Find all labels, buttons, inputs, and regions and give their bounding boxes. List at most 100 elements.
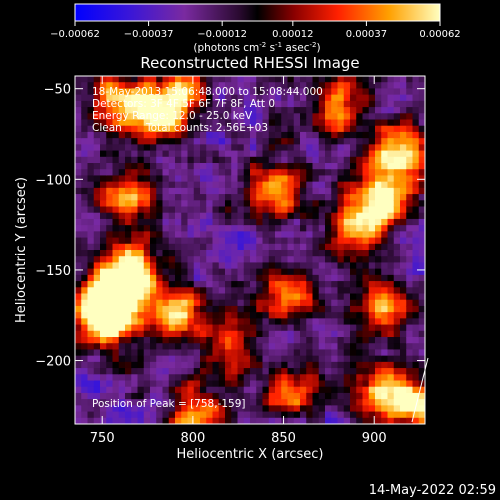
- heatmap-cell: [262, 386, 270, 394]
- heatmap-cell: [331, 88, 339, 96]
- heatmap-cell: [356, 237, 364, 245]
- heatmap-cell: [243, 392, 251, 400]
- heatmap-cell: [306, 125, 314, 133]
- heatmap-cell: [250, 262, 257, 270]
- heatmap-cell: [275, 88, 282, 96]
- heatmap-cell: [418, 368, 425, 375]
- heatmap-cell: [175, 299, 182, 307]
- heatmap-cell: [187, 187, 195, 195]
- heatmap-cell: [362, 206, 370, 214]
- heatmap-cell: [118, 361, 126, 369]
- heatmap-cell: [175, 218, 182, 226]
- heatmap-cell: [125, 144, 132, 152]
- heatmap-cell: [81, 225, 89, 232]
- heatmap-cell: [206, 119, 214, 127]
- heatmap-cell: [375, 169, 382, 177]
- heatmap-cell: [175, 169, 182, 177]
- heatmap-cell: [287, 417, 295, 424]
- heatmap-cell: [75, 206, 82, 214]
- heatmap-cell: [206, 274, 214, 282]
- heatmap-cell: [312, 163, 320, 170]
- heatmap-cell: [412, 212, 420, 220]
- heatmap-cell: [400, 231, 407, 239]
- heatmap-cell: [356, 312, 364, 319]
- heatmap-cell: [193, 225, 201, 232]
- heatmap-cell: [262, 324, 270, 332]
- heatmap-cell: [400, 337, 407, 344]
- heatmap-cell: [331, 144, 339, 152]
- heatmap-cell: [150, 386, 157, 394]
- heatmap-cell: [368, 262, 376, 270]
- heatmap-cell: [231, 287, 239, 295]
- heatmap-cell: [75, 274, 82, 282]
- heatmap-cell: [93, 330, 101, 338]
- heatmap-cell: [243, 374, 251, 382]
- heatmap-cell: [143, 411, 151, 419]
- heatmap-cell: [87, 386, 95, 394]
- heatmap-cell: [368, 250, 376, 257]
- heatmap-cell: [237, 392, 245, 400]
- heatmap-cell: [112, 181, 120, 189]
- heatmap-cell: [212, 268, 220, 276]
- heatmap-cell: [156, 212, 164, 220]
- heatmap-cell: [362, 76, 370, 83]
- heatmap-cell: [212, 374, 220, 382]
- heatmap-cell: [343, 405, 351, 413]
- heatmap-cell: [118, 138, 126, 145]
- heatmap-cell: [237, 318, 245, 326]
- heatmap-cell: [381, 305, 389, 313]
- heatmap-cell: [87, 94, 95, 102]
- heatmap-cell: [412, 144, 420, 152]
- heatmap-cell: [418, 287, 425, 295]
- heatmap-cell: [256, 361, 264, 369]
- heatmap-cell: [256, 324, 264, 332]
- heatmap-cell: [87, 312, 95, 319]
- heatmap-cell: [356, 355, 364, 363]
- heatmap-cell: [212, 169, 220, 177]
- heatmap-cell: [375, 349, 382, 357]
- heatmap-cell: [156, 76, 164, 83]
- heatmap-cell: [106, 76, 114, 83]
- heatmap-cell: [131, 231, 139, 239]
- heatmap-cell: [150, 187, 157, 195]
- heatmap-cell: [156, 293, 164, 301]
- heatmap-cell: [337, 299, 345, 307]
- heatmap-cell: [218, 361, 226, 369]
- heatmap-cell: [412, 113, 420, 121]
- heatmap-cell: [193, 200, 201, 208]
- heatmap-cell: [368, 82, 376, 90]
- heatmap-cell: [318, 386, 326, 394]
- heatmap-cell: [400, 194, 407, 201]
- heatmap-cell: [318, 94, 326, 102]
- heatmap-cell: [162, 82, 170, 90]
- heatmap-cell: [131, 417, 139, 424]
- heatmap-cell: [356, 181, 364, 189]
- heatmap-cell: [212, 138, 220, 145]
- heatmap-cell: [256, 94, 264, 102]
- heatmap-cell: [343, 330, 351, 338]
- heatmap-cell: [181, 411, 189, 419]
- heatmap-cell: [75, 305, 82, 313]
- heatmap-cell: [162, 88, 170, 96]
- heatmap-cell: [281, 225, 289, 232]
- heatmap-cell: [131, 94, 139, 102]
- heatmap-cell: [318, 82, 326, 90]
- heatmap-cell: [218, 181, 226, 189]
- heatmap-cell: [168, 305, 176, 313]
- heatmap-cell: [400, 392, 407, 400]
- heatmap-cell: [350, 113, 357, 121]
- heatmap-cell: [100, 405, 107, 413]
- heatmap-cell: [381, 268, 389, 276]
- heatmap-cell: [162, 281, 170, 288]
- heatmap-cell: [187, 150, 195, 158]
- heatmap-cell: [81, 169, 89, 177]
- heatmap-cell: [87, 305, 95, 313]
- heatmap-cell: [350, 343, 357, 351]
- heatmap-cell: [406, 349, 414, 357]
- heatmap-cell: [75, 76, 82, 83]
- heatmap-cell: [187, 361, 195, 369]
- heatmap-cell: [93, 268, 101, 276]
- heatmap-cell: [412, 349, 420, 357]
- heatmap-cell: [375, 337, 382, 344]
- heatmap-cell: [93, 274, 101, 282]
